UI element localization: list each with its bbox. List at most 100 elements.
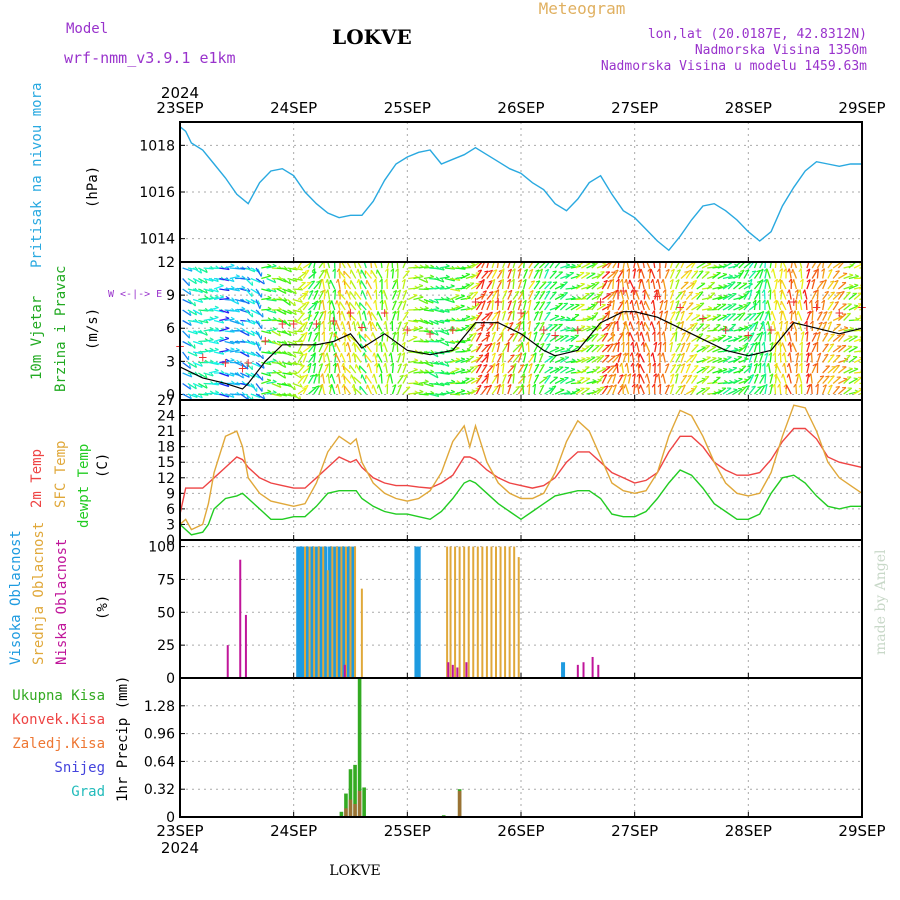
cloud-bar-mid_cloud [513, 546, 516, 678]
wind-barb-head [809, 320, 814, 325]
wind-barb-head [395, 331, 399, 335]
wind-barb-head [760, 384, 766, 388]
wind-barb-head [733, 347, 739, 350]
wind-barb [250, 288, 260, 295]
wind-barb-head [593, 311, 599, 315]
cloud-bar-mid_cloud [304, 546, 307, 678]
wind-barb-head [491, 362, 496, 367]
wind-barb [806, 262, 810, 269]
wind-barb [769, 384, 774, 395]
wind-barb [612, 354, 620, 363]
wind-barb [596, 263, 607, 269]
wind-barb-head [779, 258, 782, 261]
wind-barb [794, 310, 798, 321]
wind-barb-head [808, 299, 813, 304]
wind-barb [664, 269, 670, 279]
wind-barb-head [796, 311, 799, 316]
wind-barb [517, 364, 525, 374]
wind-barb-head [676, 353, 681, 356]
wind-barb [465, 282, 475, 290]
wind-barb-head [671, 353, 676, 356]
wind-barb [717, 303, 727, 311]
wind-barb-head [662, 289, 667, 293]
wind-barb [637, 362, 640, 374]
wind-barb [521, 383, 525, 395]
wind-barb-head [774, 258, 777, 261]
wind-barb-head [805, 373, 810, 377]
y-tick-label: 15 [157, 455, 175, 471]
wind-barb-head [787, 352, 791, 357]
wind-barb-head [329, 279, 332, 285]
wind-barb [848, 368, 859, 374]
wind-barb-head [414, 380, 419, 384]
wind-barb [701, 356, 711, 364]
wind-barb [625, 289, 630, 300]
wind-barb [637, 352, 640, 363]
wind-barb [764, 373, 767, 384]
wind-barb [434, 267, 445, 271]
wind-barb-head [486, 258, 489, 260]
wind-barb-head [771, 268, 774, 273]
wind-barb [627, 268, 631, 279]
gust-marker: + [345, 306, 355, 320]
wind-barb [798, 373, 803, 384]
wind-barb-head [532, 352, 537, 356]
wind-barb-head [631, 373, 636, 377]
wind-barb [208, 340, 219, 345]
wind-barb-head [303, 352, 308, 356]
wind-barb-head [830, 375, 835, 378]
wind-barb [707, 308, 718, 311]
wind-barb-head [698, 291, 704, 294]
wind-barb-head [520, 289, 524, 294]
wind-barb-head [455, 294, 460, 296]
wind-barb [229, 349, 240, 353]
wind-barb [465, 378, 475, 385]
wind-barb [648, 383, 651, 395]
wind-barb-head [361, 310, 365, 315]
wind-barb-head [445, 263, 450, 267]
wind-barb-head [241, 306, 246, 310]
wind-barb [523, 363, 529, 374]
wind-barb-head [551, 385, 556, 388]
wind-barb [706, 292, 716, 300]
wind-barb [250, 361, 261, 368]
wind-barb [753, 352, 758, 363]
wind-barb-head [797, 373, 800, 378]
wind-barb [722, 283, 732, 290]
wind-barb [329, 279, 336, 290]
wind-barb [641, 310, 645, 321]
wind-barb-head [513, 258, 516, 260]
wind-barb [460, 370, 471, 374]
wind-barb-head [335, 363, 339, 368]
wind-barb [313, 385, 320, 395]
wind-barb [696, 367, 706, 374]
wind-barb-head [388, 373, 391, 378]
wind-label-1: 10m Vjetar [29, 296, 45, 380]
wind-barb-head [761, 289, 765, 294]
wind-barb [491, 342, 496, 353]
wind-barb-head [450, 389, 455, 393]
wind-barb [769, 289, 772, 300]
wind-barb-head [676, 269, 681, 272]
wind-barb-head [373, 289, 377, 294]
wind-barb-head [283, 297, 288, 301]
wind-barb [481, 262, 486, 269]
wind-barb-head [392, 331, 396, 335]
wind-barb [586, 380, 597, 385]
wind-barb [429, 307, 440, 311]
wind-barb [759, 311, 765, 321]
wind-barb-head [430, 369, 435, 373]
wind-barb-head [636, 373, 640, 377]
cloud-bar-low_cloud [465, 662, 468, 678]
wind-barb-head [332, 268, 336, 272]
wind-barb [565, 360, 576, 364]
wind-barb-head [821, 268, 825, 272]
wind-barb [707, 316, 717, 322]
wind-barb [685, 282, 695, 290]
wind-barb [675, 373, 679, 384]
cloud-label-mid: Srednja Oblacnost [31, 522, 47, 665]
wind-barb [641, 321, 645, 332]
wind-barb [690, 322, 698, 332]
wind-barb [722, 369, 733, 374]
wind-barb-head [473, 291, 478, 294]
